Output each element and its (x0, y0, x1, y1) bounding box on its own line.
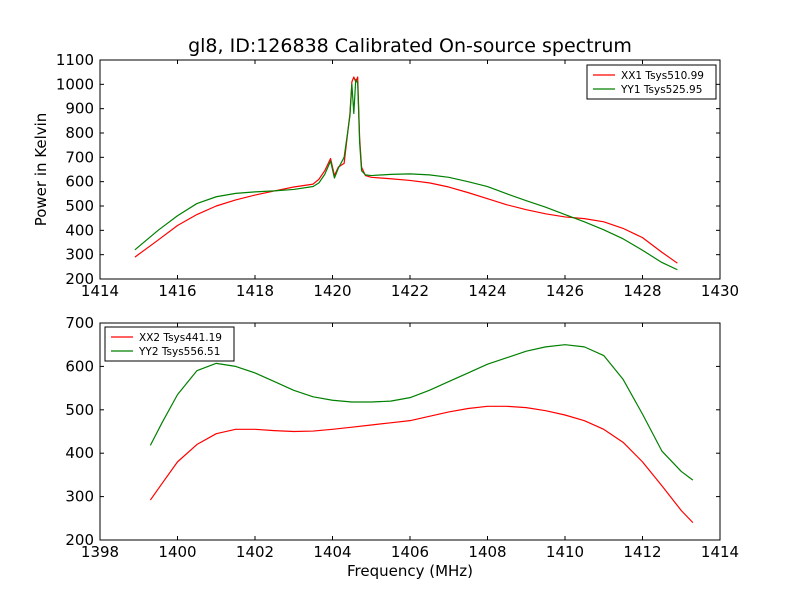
x-tick-label: 1428 (623, 282, 661, 300)
x-tick-label: 1406 (391, 543, 429, 561)
x-tick-label: 1414 (701, 543, 739, 561)
chart-panel-2: 1398 1400 1402 1404 1406 1408 1410 1412 1414 200 3… (65, 314, 739, 580)
y-tick-label: 600 (65, 357, 94, 375)
y-tick-label: 600 (65, 173, 94, 191)
legend-box (586, 64, 717, 100)
y-tick-label: 500 (65, 197, 94, 215)
legend-entry-label: XX2 Tsys441.19 (139, 332, 222, 344)
legend-2: XX2 Tsys441.19 YY2 Tsys556.51 (104, 326, 235, 362)
y-tick-label: 400 (65, 221, 94, 239)
y-tick-label: 700 (65, 148, 94, 166)
x-tick-label: 1398 (81, 543, 119, 561)
x-tick-label: 1402 (236, 543, 274, 561)
y-tick-label: 200 (65, 270, 94, 288)
x-tick-label: 1400 (158, 543, 196, 561)
x-tick-label: 1404 (313, 543, 351, 561)
legend-entry-label: XX1 Tsys510.99 (621, 70, 704, 82)
x-tick-label: 1408 (468, 543, 506, 561)
x-tick-label: 1430 (701, 282, 739, 300)
series-line-2-2 (149, 344, 694, 481)
y-tick-label: 200 (65, 531, 94, 549)
x-tick-label: 1410 (546, 543, 584, 561)
x-tick-label: 1420 (313, 282, 351, 300)
chart-panel-1: 1414 1416 1418 1420 1422 1424 1426 1428 1430 200 3… (32, 35, 739, 300)
x-tick-label: 1416 (158, 282, 196, 300)
x-tick-label: 1424 (468, 282, 506, 300)
chart-title: gl8, ID:126838 Calibrated On-source spec… (188, 35, 632, 57)
y-tick-label: 400 (65, 444, 94, 462)
series-line-2-1 (149, 405, 694, 524)
y-tick-label: 1000 (56, 75, 94, 93)
legend-entry-label: YY1 Tsys525.95 (620, 84, 702, 96)
legend-entry-label: YY2 Tsys556.51 (138, 346, 220, 358)
legend-box (104, 326, 235, 362)
y-tick-label: 500 (65, 401, 94, 419)
y-axis-label: Power in Kelvin (32, 113, 50, 227)
x-tick-label: 1414 (81, 282, 119, 300)
series-line-1-2 (134, 78, 678, 271)
y-tick-label: 300 (65, 246, 94, 264)
y-tick-label: 900 (65, 100, 94, 118)
x-tick-label: 1418 (236, 282, 274, 300)
x-axis-label: Frequency (MHz) (347, 562, 473, 580)
x-tick-label: 1426 (546, 282, 584, 300)
y-tick-label: 700 (65, 314, 94, 332)
x-tick-label: 1422 (391, 282, 429, 300)
x-tick-label: 1412 (623, 543, 661, 561)
y-tick-label: 800 (65, 124, 94, 142)
y-tick-label: 300 (65, 488, 94, 506)
y-tick-label: 1100 (56, 51, 94, 69)
legend-1: XX1 Tsys510.99 YY1 Tsys525.95 (586, 64, 717, 100)
series-line-1-1 (134, 76, 678, 264)
